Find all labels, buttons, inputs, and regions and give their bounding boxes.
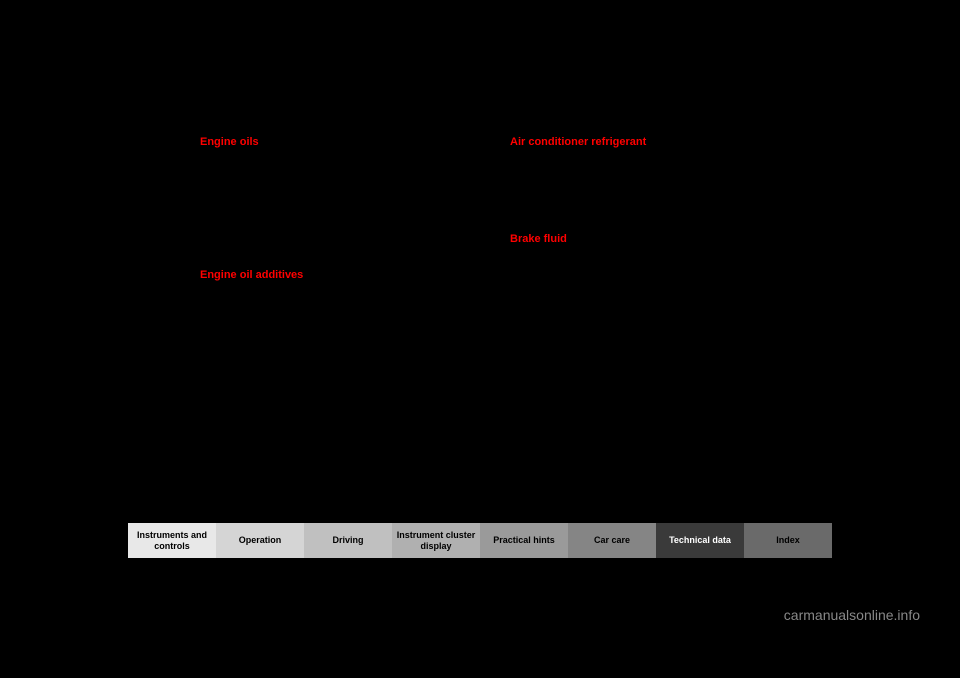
nav-tab[interactable]: Technical data — [656, 523, 744, 558]
body-text: R-134 a (HFC) refrigerant and special PA… — [510, 158, 790, 214]
nav-tab[interactable]: Driving — [304, 523, 392, 558]
body-text: Engine oils are specifically tested for … — [200, 158, 480, 214]
nav-tab[interactable]: Operation — [216, 523, 304, 558]
main-content: Engine oils Engine oils are specifically… — [200, 135, 790, 398]
watermark: carmanualsonline.info — [784, 607, 920, 623]
heading-brake-fluid: Brake fluid — [510, 232, 790, 247]
footer-section-title: Fuels, coolants, lubricants etc. - capac… — [155, 502, 358, 513]
body-text: Therefore, the brake fluid must be repla… — [510, 334, 790, 390]
nav-tab[interactable]: Instruments and controls — [128, 523, 216, 558]
body-text: Do not blend oil additives with engine o… — [200, 292, 480, 348]
nav-tab[interactable]: Index — [744, 523, 832, 558]
heading-air-conditioner: Air conditioner refrigerant — [510, 135, 790, 150]
body-text: During vehicle operation, the boiling po… — [510, 256, 790, 326]
left-column: Engine oils Engine oils are specifically… — [200, 135, 480, 398]
body-text: For further information refer to the "Ma… — [200, 222, 480, 250]
heading-engine-oils: Engine oils — [200, 135, 480, 150]
heading-engine-oil-additives: Engine oil additives — [200, 268, 480, 283]
page-number: 354 — [155, 115, 173, 127]
right-column: Air conditioner refrigerant R-134 a (HFC… — [510, 135, 790, 398]
nav-tab[interactable]: Practical hints — [480, 523, 568, 558]
nav-tab[interactable]: Instrument cluster display — [392, 523, 480, 558]
nav-tab[interactable]: Car care — [568, 523, 656, 558]
nav-bar: Instruments and controlsOperationDriving… — [128, 523, 832, 558]
